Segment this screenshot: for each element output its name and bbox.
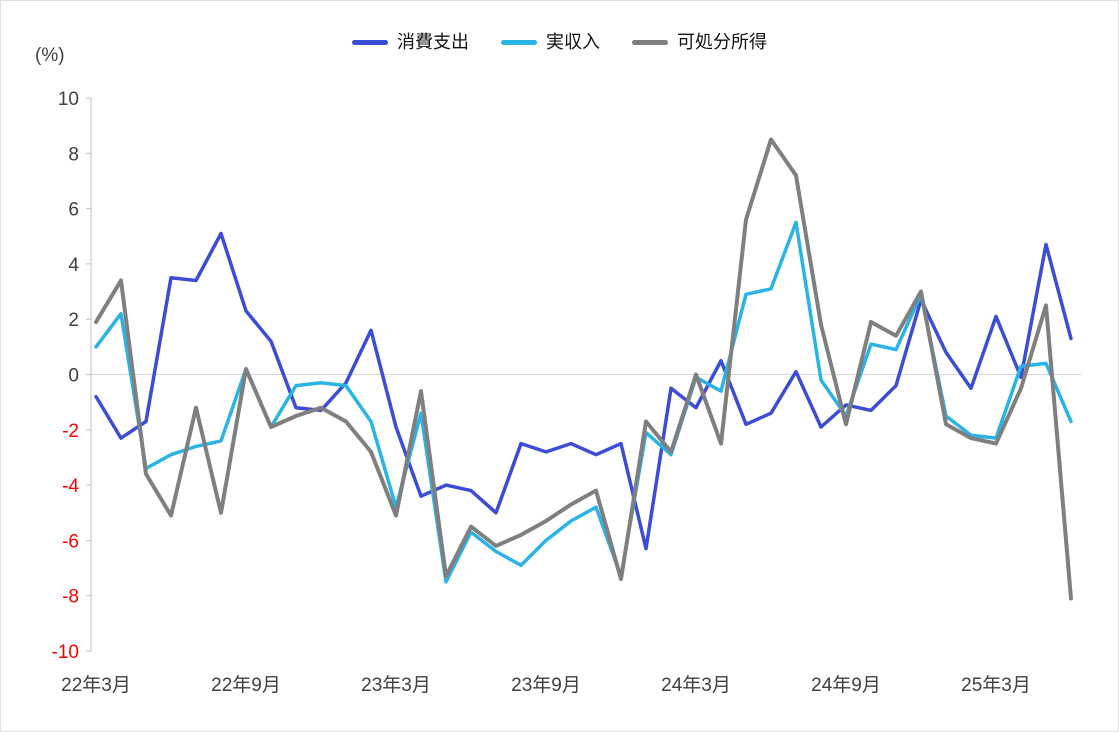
legend-label-real-income: 実収入 (546, 32, 600, 52)
x-tick-label: 25年3月 (961, 674, 1031, 696)
y-tick-label: 0 (68, 366, 79, 387)
series-line-2 (94, 137, 1073, 601)
x-tick-label: 22年3月 (61, 674, 131, 696)
y-tick-label: 6 (68, 200, 79, 221)
chart-legend: 消費支出 実収入 可処分所得 (1, 33, 1118, 51)
legend-marker-consumption-spending (352, 39, 388, 45)
y-tick-label: 10 (58, 89, 79, 110)
x-tick-label: 23年3月 (361, 674, 431, 696)
legend-label-disposable-income: 可処分所得 (677, 32, 767, 52)
y-tick-label: -4 (62, 476, 79, 497)
legend-item-consumption-spending: 消費支出 (352, 33, 469, 51)
y-tick-label: -10 (52, 642, 79, 663)
y-tick-label: -8 (62, 587, 79, 608)
y-tick-label: 2 (68, 310, 79, 331)
x-tick-label: 24年9月 (811, 674, 881, 696)
y-axis-unit-label: (%) (35, 45, 65, 66)
x-tick-label: 24年3月 (661, 674, 731, 696)
legend-marker-disposable-income (632, 39, 668, 45)
legend-marker-real-income (501, 39, 537, 45)
y-tick-label: -6 (62, 531, 79, 552)
y-tick-label: 4 (68, 255, 79, 276)
x-tick-label: 23年9月 (511, 674, 581, 696)
y-tick-label: 8 (68, 144, 79, 165)
x-tick-label: 22年9月 (211, 674, 281, 696)
legend-item-disposable-income: 可処分所得 (632, 33, 767, 51)
y-tick-label: -2 (62, 421, 79, 442)
legend-item-real-income: 実収入 (501, 33, 600, 51)
legend-label-consumption-spending: 消費支出 (397, 32, 469, 52)
series-line-0 (94, 231, 1073, 551)
